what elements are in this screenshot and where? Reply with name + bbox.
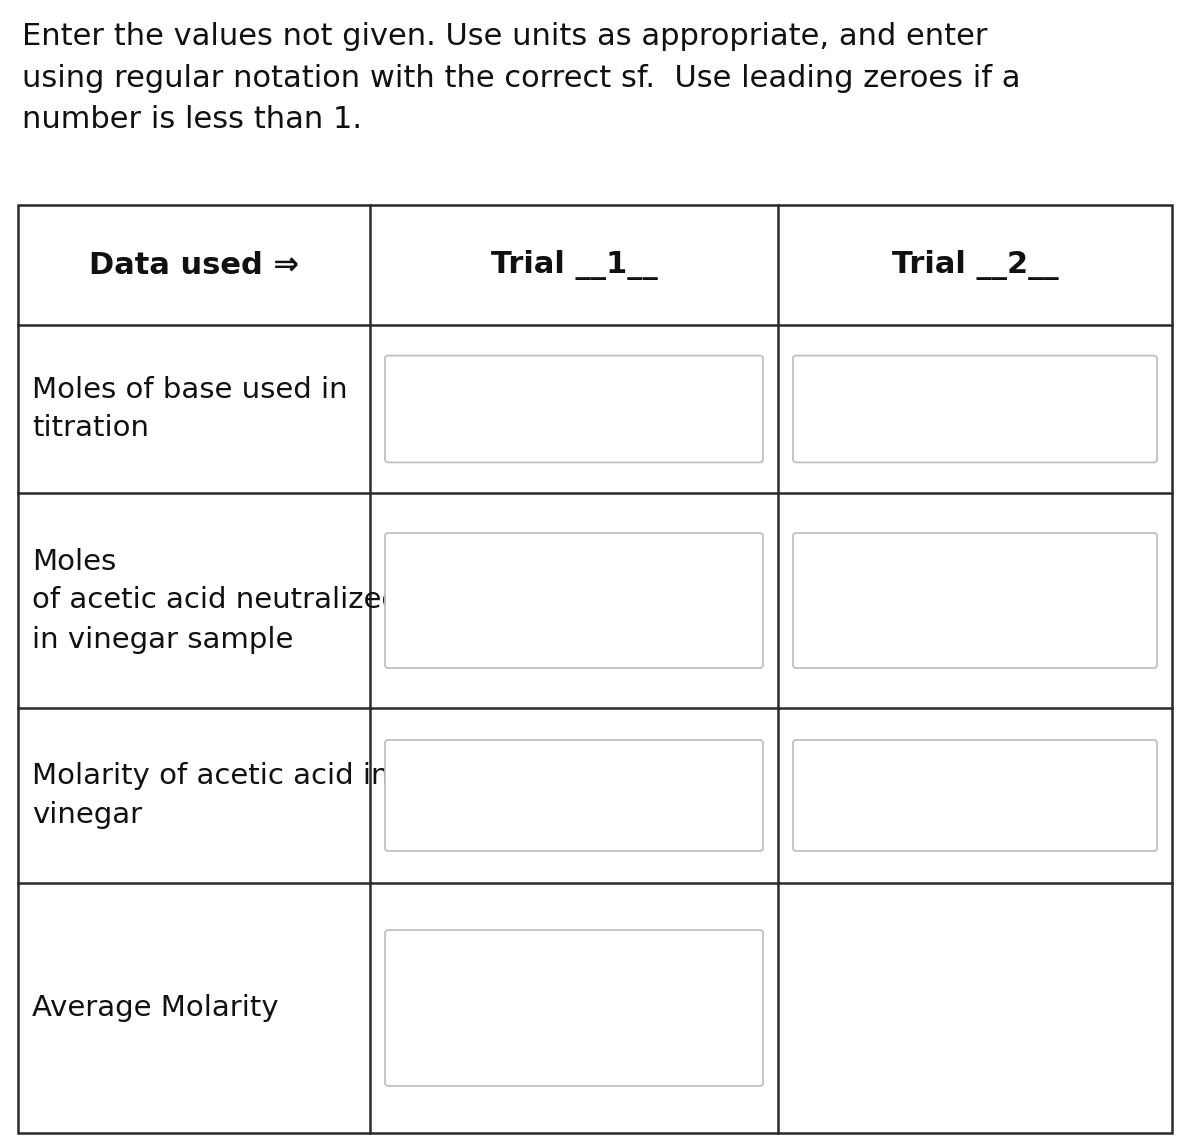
FancyBboxPatch shape — [793, 355, 1157, 463]
Text: Trial __2__: Trial __2__ — [891, 250, 1059, 280]
FancyBboxPatch shape — [793, 740, 1157, 851]
FancyBboxPatch shape — [385, 355, 763, 463]
FancyBboxPatch shape — [385, 533, 763, 668]
Text: Moles of base used in
titration: Moles of base used in titration — [32, 376, 348, 442]
FancyBboxPatch shape — [793, 533, 1157, 668]
Text: Data used ⇒: Data used ⇒ — [89, 250, 299, 280]
FancyBboxPatch shape — [385, 930, 763, 1086]
Text: Moles
of acetic acid neutralized
in vinegar sample: Moles of acetic acid neutralized in vine… — [32, 547, 400, 653]
Text: Trial __1__: Trial __1__ — [490, 250, 658, 280]
FancyBboxPatch shape — [385, 740, 763, 851]
Text: Enter the values not given. Use units as appropriate, and enter
using regular no: Enter the values not given. Use units as… — [23, 22, 1021, 135]
Text: Average Molarity: Average Molarity — [32, 994, 279, 1022]
Text: Molarity of acetic acid in
vinegar: Molarity of acetic acid in vinegar — [32, 762, 389, 829]
